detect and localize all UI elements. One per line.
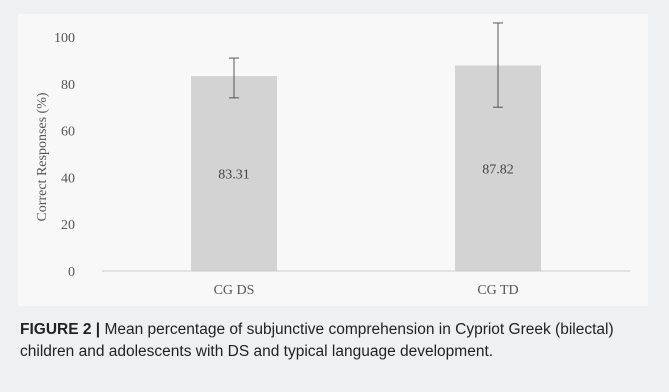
data-label: 83.31 — [218, 168, 250, 183]
y-tick-label: 60 — [61, 125, 75, 140]
plot-frame: Correct Responses (%) 0 20 40 60 80 100 83.31… — [18, 14, 648, 306]
y-axis-ticks: 0 20 40 60 80 100 — [54, 31, 75, 280]
caption-label: FIGURE 2 | — [20, 321, 101, 338]
y-tick-label: 20 — [61, 218, 75, 233]
y-axis-title: Correct Responses (%) — [35, 92, 50, 221]
figure-caption: FIGURE 2 | Mean percentage of subjunctiv… — [20, 319, 652, 363]
error-bar — [493, 22, 503, 108]
data-labels: 83.31 87.82 — [218, 162, 514, 182]
data-label: 87.82 — [482, 162, 514, 177]
x-tick-label: CG TD — [477, 283, 518, 298]
bar — [191, 76, 277, 271]
caption-text: Mean percentage of subjunctive comprehen… — [20, 321, 614, 360]
y-tick-label: 100 — [54, 31, 75, 46]
y-tick-label: 0 — [68, 265, 75, 280]
error-bar — [229, 57, 239, 99]
x-tick-label: CG DS — [214, 283, 255, 298]
y-tick-label: 40 — [61, 171, 75, 186]
x-axis-ticks: CG DS CG TD — [214, 283, 519, 298]
bar-chart: Correct Responses (%) 0 20 40 60 80 100 83.31… — [35, 22, 630, 298]
error-bars — [229, 22, 503, 108]
y-tick-label: 80 — [61, 78, 75, 93]
